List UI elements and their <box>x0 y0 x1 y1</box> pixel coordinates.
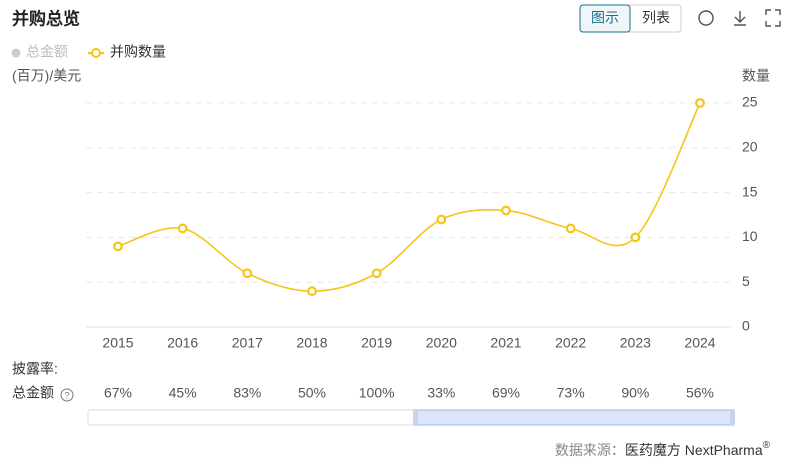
legend-label[interactable]: 总金额 <box>26 44 68 60</box>
x-tick-label: 2018 <box>296 335 327 351</box>
x-tick-label: 2016 <box>167 335 198 351</box>
disclosure-value: 100% <box>359 385 395 401</box>
point <box>436 214 447 225</box>
zoom-window[interactable] <box>415 409 734 426</box>
footer: 数据来源：医药魔方 NextPharma® <box>555 440 771 458</box>
disclosure-value: 69% <box>492 385 520 401</box>
point <box>113 241 123 252</box>
button[interactable]: 列表 <box>642 10 670 26</box>
x-tick-label: 2022 <box>555 335 586 351</box>
legend-dot <box>11 48 21 58</box>
active-button[interactable] <box>579 4 631 33</box>
button[interactable]: 图示 <box>591 10 619 26</box>
row-label: 总金额 <box>12 385 54 401</box>
y2-tick-label: 5 <box>742 273 750 289</box>
y2-tick-label: 20 <box>742 139 758 155</box>
palette-icon[interactable] <box>698 10 714 26</box>
point <box>177 223 188 234</box>
axis-label: (百万)/美元 <box>12 68 81 84</box>
disclosure-value: 50% <box>298 385 326 401</box>
x-tick-label: 2015 <box>102 335 133 351</box>
point <box>371 268 382 279</box>
x-tick-label: 2017 <box>232 335 263 351</box>
download-icon[interactable] <box>734 11 746 26</box>
point <box>565 223 576 234</box>
x-tick-label: 2024 <box>684 335 715 351</box>
disclosure-value: 33% <box>427 385 455 401</box>
zoom-handle[interactable] <box>413 409 418 426</box>
y2-tick-label: 15 <box>742 183 758 199</box>
y2-tick-label: 25 <box>742 94 758 110</box>
disclosure-value: 67% <box>104 385 132 401</box>
zoom-handle[interactable] <box>730 409 735 426</box>
y2-tick-label: 10 <box>742 228 758 244</box>
legend-label[interactable]: 并购数量 <box>110 44 166 60</box>
disclosure-value: 90% <box>621 385 649 401</box>
x-tick-label: 2021 <box>490 335 521 351</box>
axis-label: 数量 <box>742 68 770 84</box>
x-tick-label: 2019 <box>361 335 392 351</box>
x-tick-label: 2020 <box>426 335 457 351</box>
disclosure-value: 56% <box>686 385 714 401</box>
line <box>117 102 701 292</box>
title: 并购总览 <box>12 8 80 28</box>
x-tick-label: 2023 <box>620 335 651 351</box>
help-icon[interactable] <box>60 388 74 402</box>
brand: 医药魔方 NextPharma <box>625 442 763 458</box>
disclosure-value: 45% <box>169 385 197 401</box>
fullscreen-icon[interactable] <box>765 9 781 27</box>
toolbar <box>698 9 781 27</box>
trademark: ® <box>763 440 771 451</box>
point <box>242 268 253 279</box>
y2-tick-label: 0 <box>742 318 750 334</box>
point <box>307 286 317 297</box>
row-label: 披露率: <box>12 361 58 377</box>
point <box>695 98 705 108</box>
source-label: 数据来源： <box>555 442 625 458</box>
legend-marker <box>91 48 101 58</box>
help-mark: ? <box>64 390 69 400</box>
disclosure-value: 83% <box>233 385 261 401</box>
point <box>501 205 511 216</box>
point <box>630 232 641 243</box>
disclosure-value: 73% <box>557 385 585 401</box>
